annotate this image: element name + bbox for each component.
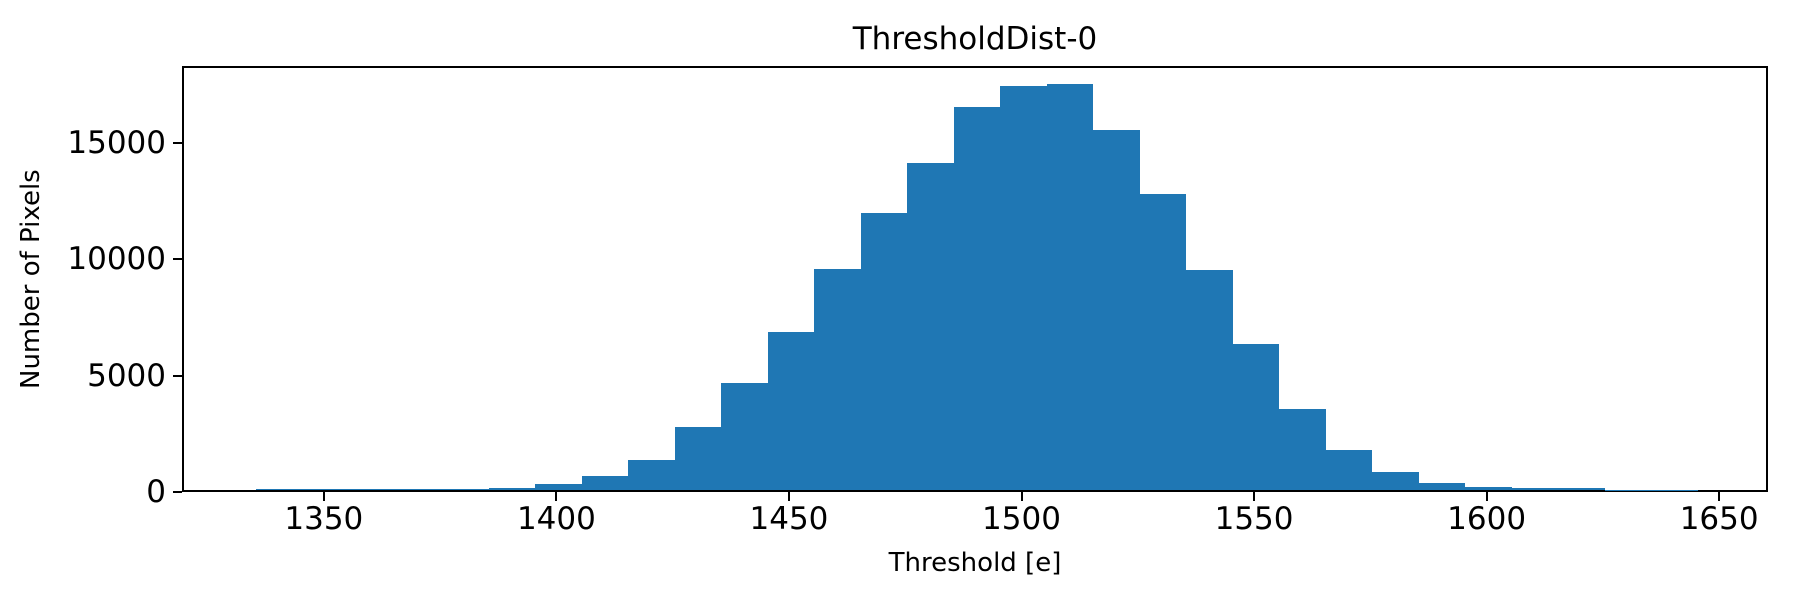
histogram-bar (256, 489, 303, 490)
x-tick-label: 1500 (982, 501, 1061, 537)
x-tick-mark (787, 492, 790, 501)
histogram-bar (1139, 193, 1187, 490)
histogram-bar (349, 488, 396, 490)
x-tick-label: 1600 (1447, 501, 1527, 537)
y-tick-mark (173, 374, 182, 377)
y-tick-mark (173, 142, 182, 145)
histogram-bar (907, 162, 954, 490)
histogram-bar (953, 107, 1001, 490)
y-tick-label: 10000 (67, 241, 166, 278)
histogram-bar (1000, 86, 1047, 490)
y-tick-label: 15000 (67, 125, 166, 162)
histogram-bar (1325, 450, 1373, 490)
histogram-bar (302, 489, 350, 490)
x-tick-mark (1718, 492, 1721, 501)
histogram-bar (1558, 488, 1605, 490)
x-tick-mark (1253, 492, 1256, 501)
histogram-bar (1372, 471, 1419, 490)
histogram-bar (721, 383, 768, 490)
histogram-bar (1046, 84, 1094, 490)
histogram-bar (442, 488, 489, 490)
histogram-bars (184, 68, 1766, 490)
x-tick-mark (322, 492, 325, 501)
x-tick-label: 1400 (516, 501, 596, 537)
x-tick-label: 1450 (749, 501, 829, 537)
histogram-bar (1511, 488, 1559, 490)
histogram-bar (1232, 343, 1280, 490)
y-tick-mark (173, 491, 182, 493)
x-tick-mark (1485, 492, 1488, 501)
x-tick-label: 1650 (1679, 501, 1759, 537)
histogram-bar (488, 487, 536, 490)
histogram-bar (860, 213, 908, 490)
histogram-bar (1465, 486, 1512, 490)
x-tick-mark (555, 492, 558, 501)
x-tick-label: 1550 (1214, 501, 1294, 537)
y-tick-label: 5000 (87, 357, 166, 394)
plot-area (182, 66, 1768, 492)
x-tick-mark (1020, 492, 1023, 501)
histogram-bar (1186, 269, 1233, 490)
histogram-bar (767, 332, 815, 490)
histogram-bar (814, 269, 861, 490)
histogram-bar (581, 475, 629, 490)
histogram-bar (1418, 482, 1466, 490)
y-tick-mark (173, 258, 182, 261)
histogram-bar (1279, 408, 1326, 490)
chart-title: ThresholdDist-0 (852, 21, 1098, 57)
histogram-bar (535, 484, 582, 490)
histogram-bar (628, 459, 675, 490)
y-tick-label: 0 (146, 474, 166, 510)
histogram-bar (674, 426, 722, 490)
x-tick-label: 1350 (284, 501, 364, 537)
histogram-bar (395, 488, 443, 490)
histogram-bar (1093, 129, 1140, 490)
x-axis-label: Threshold [e] (888, 548, 1062, 578)
